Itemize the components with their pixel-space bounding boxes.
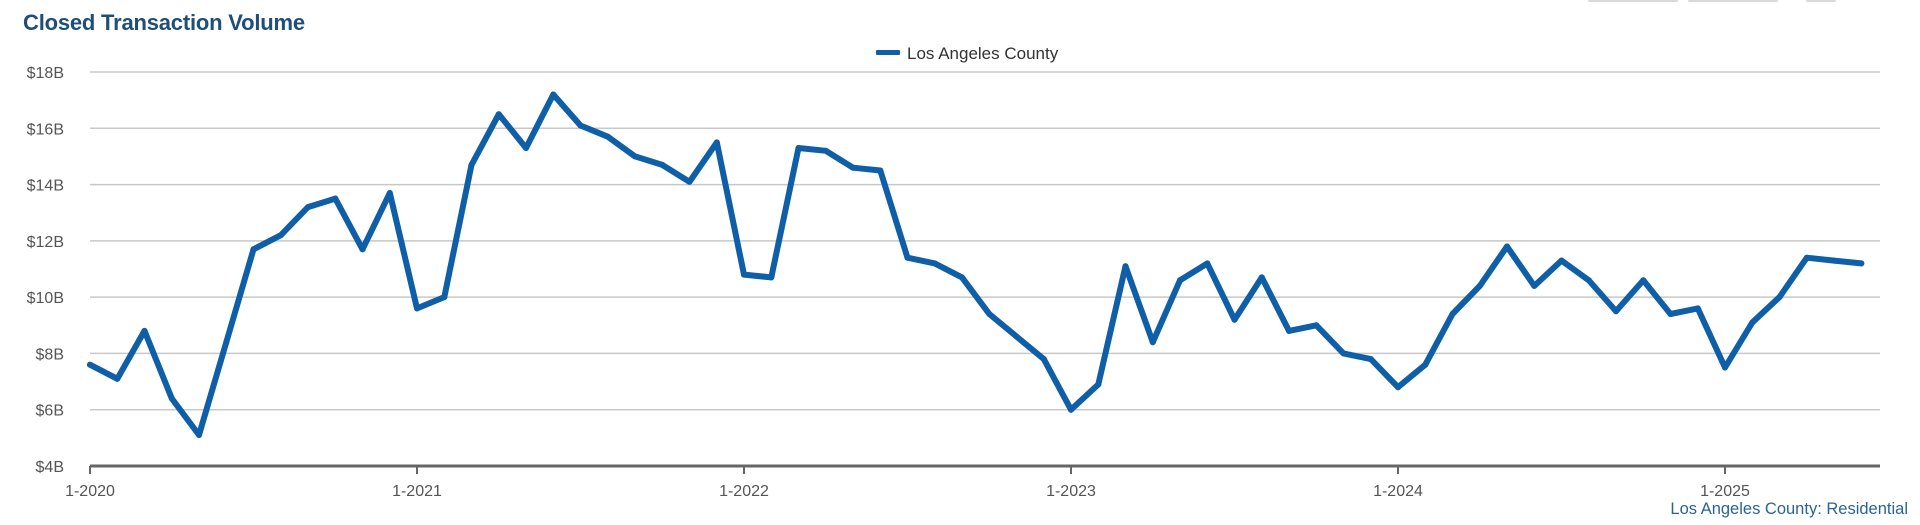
- data-point[interactable]: [1613, 308, 1619, 315]
- y-tick-label: $10B: [27, 290, 64, 307]
- data-point[interactable]: [1122, 263, 1129, 270]
- data-point[interactable]: [850, 164, 856, 171]
- series-line: [87, 91, 1865, 438]
- x-tick-label: 1-2023: [1046, 483, 1096, 500]
- data-point[interactable]: [332, 195, 339, 202]
- data-point[interactable]: [468, 161, 475, 168]
- legend-swatch: [876, 50, 900, 55]
- data-point[interactable]: [1286, 327, 1292, 334]
- data-point[interactable]: [1476, 282, 1483, 289]
- data-point[interactable]: [1504, 243, 1510, 250]
- data-point[interactable]: [1095, 381, 1102, 388]
- x-tick-label: 1-2025: [1700, 483, 1750, 500]
- legend: Los Angeles County: [876, 44, 1059, 63]
- data-point[interactable]: [904, 254, 911, 261]
- data-point[interactable]: [1340, 350, 1347, 357]
- y-tick-label: $12B: [27, 234, 64, 251]
- data-point[interactable]: [741, 271, 747, 278]
- data-point[interactable]: [1204, 260, 1211, 267]
- data-point[interactable]: [822, 147, 829, 154]
- data-point[interactable]: [1585, 277, 1592, 284]
- y-tick-label: $16B: [27, 121, 64, 138]
- data-point[interactable]: [386, 190, 393, 196]
- series-layer: [87, 91, 1865, 438]
- data-point[interactable]: [604, 133, 611, 140]
- x-tick-label: 1-2020: [65, 483, 115, 500]
- y-tick-label: $18B: [27, 65, 64, 82]
- y-axis-labels: $4B $6B $8B $10B $12B $14B $16B $18B: [27, 65, 64, 476]
- data-point[interactable]: [359, 246, 366, 253]
- y-tick-label: $4B: [36, 459, 64, 476]
- data-point[interactable]: [1258, 274, 1265, 281]
- data-point[interactable]: [986, 311, 993, 317]
- data-point[interactable]: [1040, 356, 1047, 363]
- data-point[interactable]: [550, 91, 557, 98]
- data-point[interactable]: [196, 432, 202, 438]
- data-point[interactable]: [1068, 406, 1074, 413]
- x-tick-label: 1-2024: [1373, 483, 1423, 500]
- data-point[interactable]: [1640, 277, 1647, 284]
- y-tick-label: $14B: [27, 178, 64, 195]
- data-point[interactable]: [1776, 294, 1783, 301]
- data-point[interactable]: [1313, 322, 1320, 329]
- data-point[interactable]: [659, 161, 666, 168]
- data-point[interactable]: [1013, 333, 1020, 340]
- legend-label: Los Angeles County: [907, 44, 1059, 63]
- data-point[interactable]: [713, 139, 720, 146]
- data-point[interactable]: [1231, 316, 1238, 323]
- data-point[interactable]: [1395, 384, 1401, 391]
- toolbar-button[interactable]: [1588, 0, 1678, 2]
- y-tick-label: $8B: [36, 346, 64, 363]
- page-title: Closed Transaction Volume: [23, 10, 305, 35]
- x-tick-label: 1-2022: [719, 483, 769, 500]
- data-point[interactable]: [277, 232, 284, 239]
- data-point[interactable]: [686, 178, 693, 185]
- data-point[interactable]: [1367, 356, 1374, 363]
- data-point[interactable]: [1422, 361, 1429, 368]
- data-point[interactable]: [1667, 311, 1674, 317]
- data-point[interactable]: [168, 395, 175, 402]
- data-point[interactable]: [1149, 339, 1156, 346]
- toolbar-button[interactable]: [1806, 0, 1836, 2]
- data-point[interactable]: [523, 145, 529, 151]
- data-point[interactable]: [1531, 282, 1538, 289]
- data-point[interactable]: [632, 153, 638, 160]
- data-point[interactable]: [141, 327, 148, 334]
- data-point[interactable]: [1722, 364, 1728, 371]
- data-point[interactable]: [877, 167, 884, 174]
- data-point[interactable]: [1449, 311, 1456, 317]
- data-point[interactable]: [959, 274, 965, 281]
- chart-footnote: Los Angeles County: Residential: [1670, 500, 1908, 518]
- y-tick-label: $6B: [36, 403, 64, 420]
- data-point[interactable]: [1694, 305, 1701, 312]
- data-point[interactable]: [1749, 319, 1756, 326]
- data-point[interactable]: [1858, 260, 1865, 267]
- grid-lines: [90, 71, 1880, 411]
- data-point[interactable]: [1558, 257, 1565, 264]
- data-point[interactable]: [795, 145, 802, 151]
- data-point[interactable]: [768, 274, 775, 281]
- data-point[interactable]: [577, 122, 584, 129]
- data-point[interactable]: [414, 305, 420, 312]
- data-point[interactable]: [495, 111, 502, 118]
- toolbar-button[interactable]: [1688, 0, 1778, 2]
- data-point[interactable]: [1177, 277, 1183, 284]
- data-point[interactable]: [1831, 257, 1837, 264]
- data-point[interactable]: [441, 294, 448, 301]
- data-point[interactable]: [305, 204, 311, 211]
- data-point[interactable]: [114, 375, 121, 382]
- data-point[interactable]: [87, 361, 93, 368]
- data-point[interactable]: [250, 246, 257, 253]
- x-axis: 1-2020 1-2021 1-2022 1-2023 1-2024 1-2025: [65, 464, 1880, 500]
- data-point[interactable]: [223, 339, 230, 346]
- data-point[interactable]: [931, 260, 938, 267]
- data-point[interactable]: [1803, 254, 1810, 261]
- x-tick-label: 1-2021: [392, 483, 442, 500]
